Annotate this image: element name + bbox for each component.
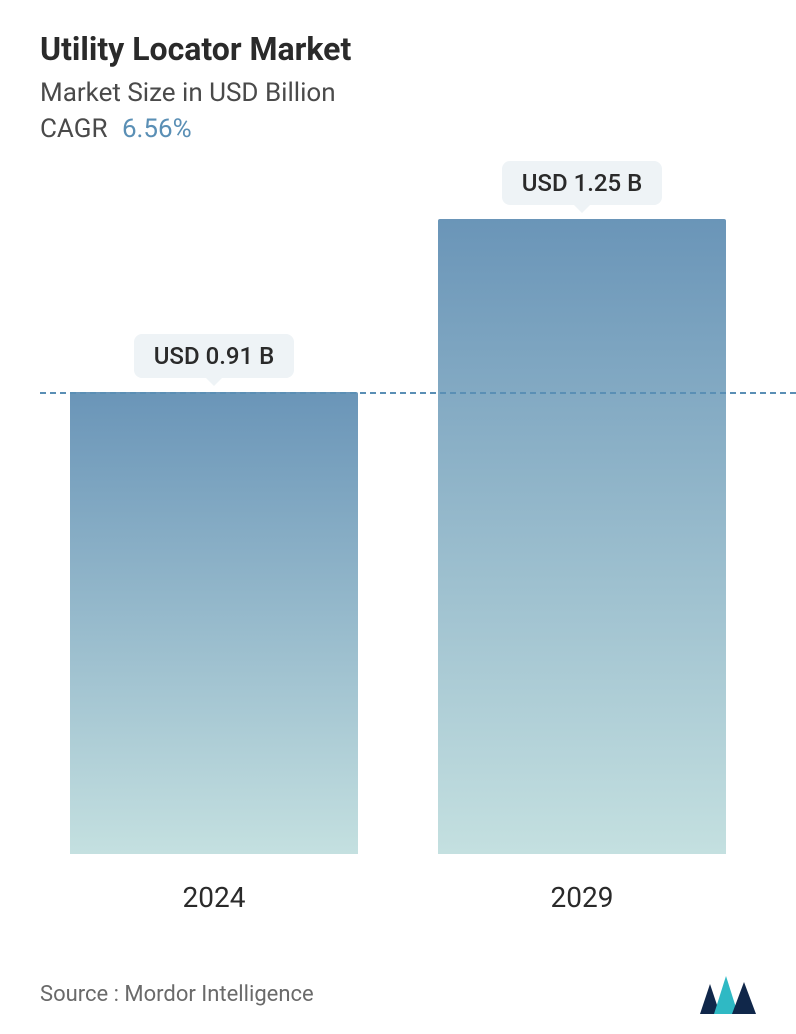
value-badge: USD 0.91 B [134,334,295,378]
chart-footer: Source : Mordor Intelligence [40,974,756,1014]
bar [70,392,358,854]
chart-area: USD 0.91 BUSD 1.25 B 2024 2029 [40,194,756,914]
cagr-label: CAGR [40,114,107,144]
x-axis-label: 2024 [70,881,358,914]
bar [438,219,726,854]
cagr-value: 6.56% [122,114,192,144]
bar-wrapper: USD 1.25 B [438,161,726,854]
bar-wrapper: USD 0.91 B [70,334,358,854]
x-axis-labels: 2024 2029 [40,881,756,914]
brand-logo-icon [700,974,756,1014]
reference-line [40,392,796,394]
cagr-row: CAGR 6.56% [40,114,756,144]
chart-header: Utility Locator Market Market Size in US… [0,0,796,144]
chart-title: Utility Locator Market [40,30,756,68]
chart-subtitle: Market Size in USD Billion [40,78,756,108]
value-badge: USD 1.25 B [502,161,663,205]
source-text: Source : Mordor Intelligence [40,982,314,1007]
bars-container: USD 0.91 BUSD 1.25 B [40,194,756,854]
x-axis-label: 2029 [438,881,726,914]
